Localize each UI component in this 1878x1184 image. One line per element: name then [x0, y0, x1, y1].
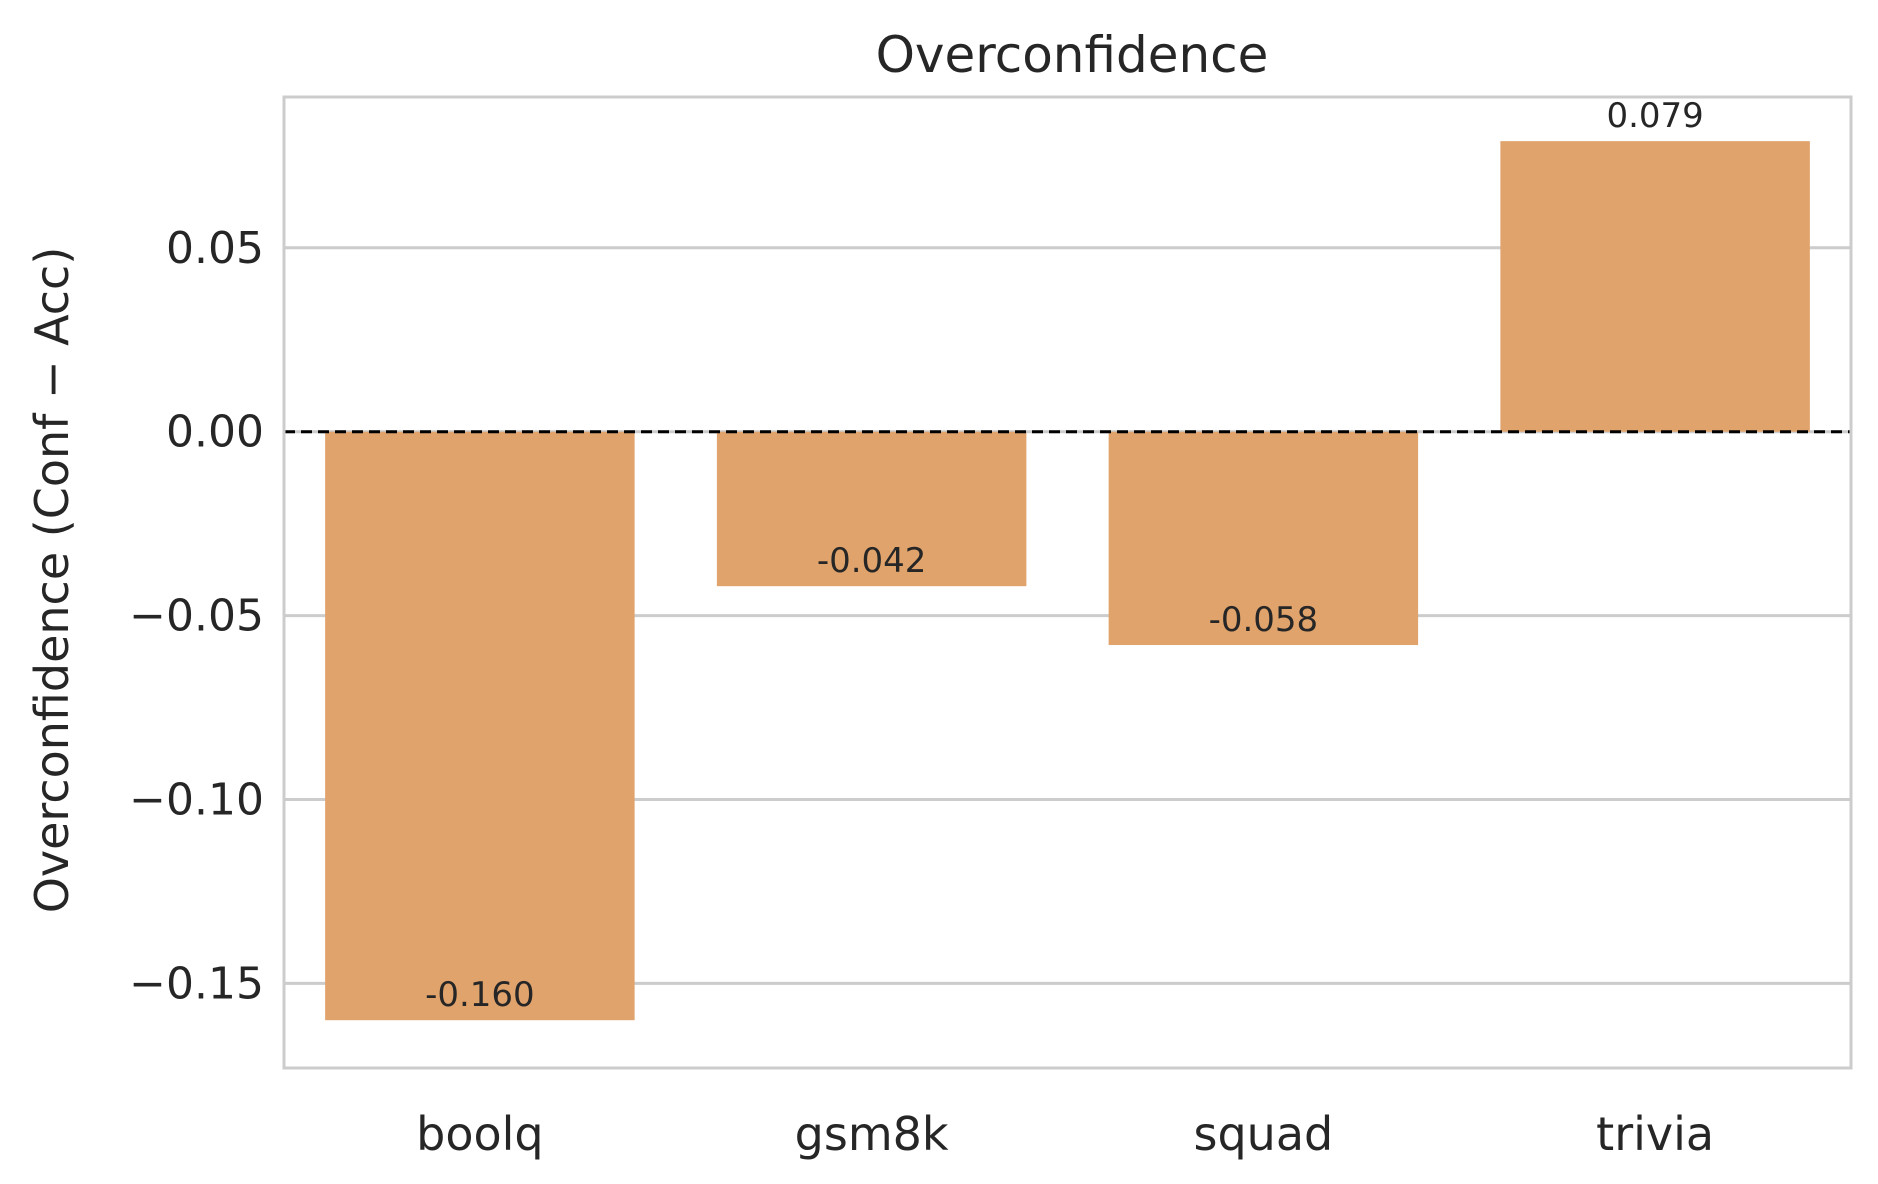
y-tick-label: −0.15 — [129, 958, 264, 1009]
data-label-trivia: 0.079 — [1606, 96, 1703, 136]
bar-trivia — [1500, 141, 1810, 432]
x-tick-label-gsm8k: gsm8k — [795, 1107, 949, 1161]
y-axis-label: Overconfidence (Conf − Acc) — [25, 247, 79, 914]
bar-boolq — [325, 431, 635, 1021]
data-label-squad: -0.058 — [1209, 600, 1319, 640]
data-label-boolq: -0.160 — [425, 975, 535, 1015]
x-tick-label-squad: squad — [1194, 1107, 1334, 1161]
y-tick-label: −0.05 — [129, 591, 264, 642]
x-tick-label-trivia: trivia — [1596, 1107, 1714, 1161]
x-tick-label-boolq: boolq — [416, 1107, 543, 1161]
y-tick-label: −0.10 — [129, 775, 264, 826]
y-tick-label: 0.00 — [166, 407, 264, 458]
y-tick-label: 0.05 — [166, 223, 264, 274]
plot-frame — [282, 95, 1853, 1070]
chart-title: Overconfidence — [876, 26, 1269, 84]
bar-squad — [1108, 431, 1419, 646]
data-label-gsm8k: -0.042 — [817, 541, 927, 581]
plot-area: -0.160 -0.042 -0.058 0.079 0.05 0.00 −0.05 −0.1… — [129, 95, 1853, 1161]
bar-gsm8k — [716, 431, 1027, 587]
